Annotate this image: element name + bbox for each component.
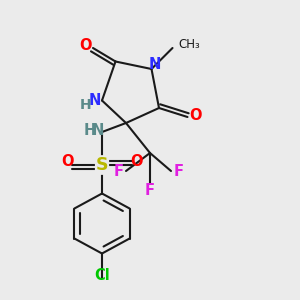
Text: N: N [91,123,104,138]
Text: N: N [88,93,101,108]
Text: O: O [61,154,74,169]
Text: CH₃: CH₃ [178,38,200,52]
Text: S: S [96,156,108,174]
Text: Cl: Cl [94,268,110,284]
Text: O: O [79,38,92,52]
Text: H: H [80,98,91,112]
Text: H: H [84,123,96,138]
Text: O: O [189,108,201,123]
Text: F: F [173,164,184,178]
Text: N: N [148,57,161,72]
Text: F: F [145,183,155,198]
Text: F: F [113,164,124,178]
Text: O: O [130,154,143,169]
